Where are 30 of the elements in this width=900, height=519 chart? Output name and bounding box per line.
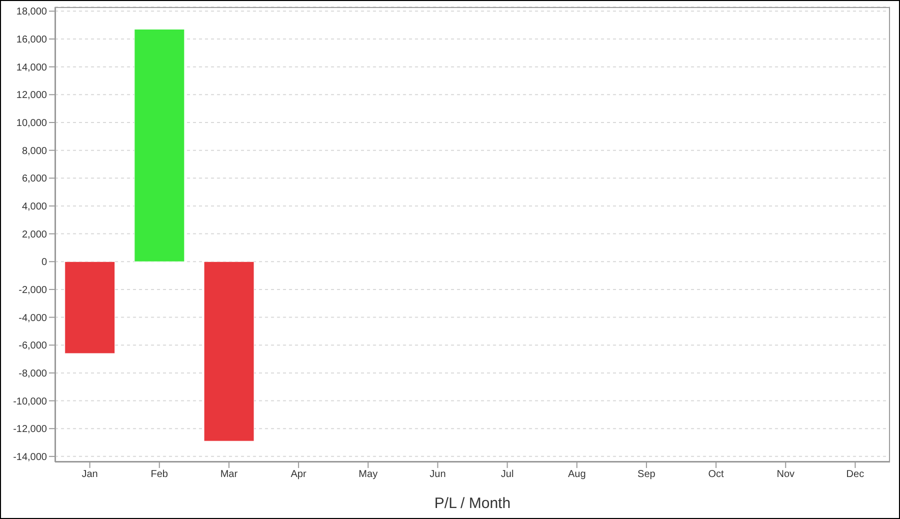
x-tick-label: Oct xyxy=(708,469,724,480)
x-tick-label: Nov xyxy=(776,469,795,480)
x-tick-label: May xyxy=(358,469,378,480)
y-tick-label: -6,000 xyxy=(18,340,48,352)
y-tick-label: 18,000 xyxy=(16,6,48,18)
y-tick-label: -4,000 xyxy=(18,312,48,324)
x-tick-label: Jul xyxy=(500,469,514,480)
y-tick-label: 10,000 xyxy=(16,118,48,130)
y-tick-label: 14,000 xyxy=(16,62,48,74)
y-tick-label: 4,000 xyxy=(22,202,48,213)
y-tick-label: 8,000 xyxy=(22,146,48,157)
y-tick-label: 12,000 xyxy=(16,90,48,102)
y-tick-label: 2,000 xyxy=(22,229,48,240)
x-tick-label: Sep xyxy=(638,469,656,480)
y-tick-label: -12,000 xyxy=(13,424,48,436)
y-tick-label: -2,000 xyxy=(18,285,48,296)
x-axis-title: P/L / Month xyxy=(434,495,511,512)
y-tick-label: -10,000 xyxy=(13,396,48,408)
x-tick-label: Mar xyxy=(220,469,238,480)
y-tick-label: 16,000 xyxy=(16,34,48,46)
y-tick-label: -14,000 xyxy=(13,452,48,463)
y-tick-label: 6,000 xyxy=(22,174,48,185)
x-tick-label: Dec xyxy=(846,469,864,480)
x-tick-label: Jan xyxy=(82,469,98,480)
x-tick-label: Apr xyxy=(290,469,307,480)
y-tick-label: 0 xyxy=(41,257,48,268)
y-tick-label: -8,000 xyxy=(18,368,48,380)
x-tick-label: Feb xyxy=(150,469,168,480)
x-tick-label: Aug xyxy=(568,469,586,480)
x-tick-label: Jun xyxy=(430,469,446,480)
